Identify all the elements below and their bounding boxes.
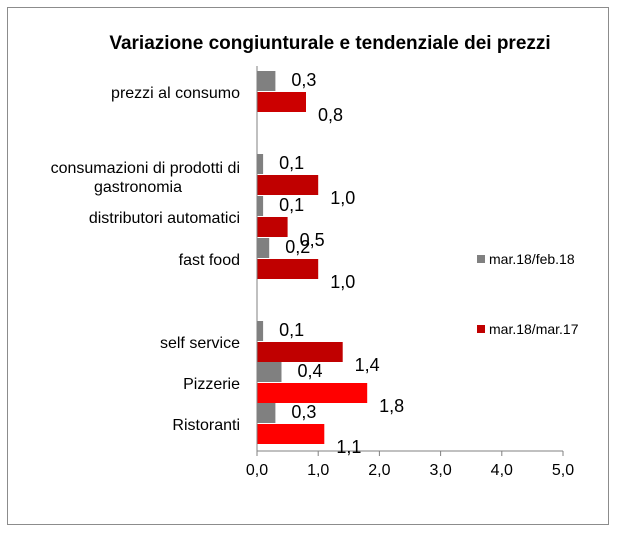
bar-series2-5 bbox=[257, 383, 368, 403]
bar-series1-3 bbox=[257, 238, 270, 258]
data-label-series1-0: 0,3 bbox=[291, 70, 316, 90]
category-label-5: Pizzerie bbox=[183, 376, 240, 393]
bar-series1-1 bbox=[257, 154, 264, 174]
x-tick-label-5: 5,0 bbox=[552, 462, 574, 479]
bar-series1-6 bbox=[257, 403, 276, 423]
x-tick-label-1: 1,0 bbox=[307, 462, 329, 479]
x-tick-label-2: 2,0 bbox=[368, 462, 390, 479]
data-label-series2-2: 0,5 bbox=[300, 230, 325, 250]
bars-group bbox=[257, 71, 368, 444]
legend-swatch-series2 bbox=[477, 325, 485, 333]
bar-series2-3 bbox=[257, 259, 319, 279]
bar-series2-2 bbox=[257, 217, 288, 237]
bar-series1-4 bbox=[257, 321, 264, 341]
category-label-6: Ristoranti bbox=[172, 417, 240, 434]
data-label-series1-4: 0,1 bbox=[279, 320, 304, 340]
chart-title: Variazione congiunturale e tendenziale d… bbox=[109, 33, 551, 54]
legend-label-series2: mar.18/mar.17 bbox=[489, 321, 579, 337]
bar-series1-0 bbox=[257, 71, 276, 91]
x-tick-label-3: 3,0 bbox=[429, 462, 451, 479]
axis-group: 0,0 1,0 2,0 3,0 4,0 5,0 bbox=[246, 66, 574, 479]
data-label-series2-1: 1,0 bbox=[330, 188, 355, 208]
category-label-0: prezzi al consumo bbox=[111, 85, 240, 102]
bar-series1-5 bbox=[257, 362, 282, 382]
bar-series2-6 bbox=[257, 424, 325, 444]
data-label-series1-2: 0,1 bbox=[279, 195, 304, 215]
data-label-series1-3: 0,2 bbox=[285, 237, 310, 257]
legend: mar.18/feb.18 mar.18/mar.17 bbox=[477, 251, 579, 337]
legend-label-series1: mar.18/feb.18 bbox=[489, 251, 575, 267]
category-label-3: fast food bbox=[179, 252, 240, 269]
bar-series2-4 bbox=[257, 342, 343, 362]
category-label-4: self service bbox=[160, 335, 240, 352]
data-label-series1-1: 0,1 bbox=[279, 153, 304, 173]
data-label-series2-6: 1,1 bbox=[336, 437, 361, 457]
x-tick-label-4: 4,0 bbox=[491, 462, 513, 479]
x-tick-label-0: 0,0 bbox=[246, 462, 268, 479]
category-label-2: distributori automatici bbox=[89, 210, 240, 227]
data-label-series2-4: 1,4 bbox=[355, 355, 380, 375]
bar-series1-2 bbox=[257, 196, 264, 216]
data-label-series1-5: 0,4 bbox=[297, 361, 322, 381]
data-label-series2-5: 1,8 bbox=[379, 396, 404, 416]
legend-swatch-series1 bbox=[477, 255, 485, 263]
data-label-series2-3: 1,0 bbox=[330, 272, 355, 292]
bar-series2-0 bbox=[257, 92, 306, 112]
data-label-series1-6: 0,3 bbox=[291, 402, 316, 422]
bar-series2-1 bbox=[257, 175, 319, 195]
category-label-1: consumazioni di prodotti di gastronomia bbox=[51, 160, 240, 196]
data-label-series2-0: 0,8 bbox=[318, 105, 343, 125]
